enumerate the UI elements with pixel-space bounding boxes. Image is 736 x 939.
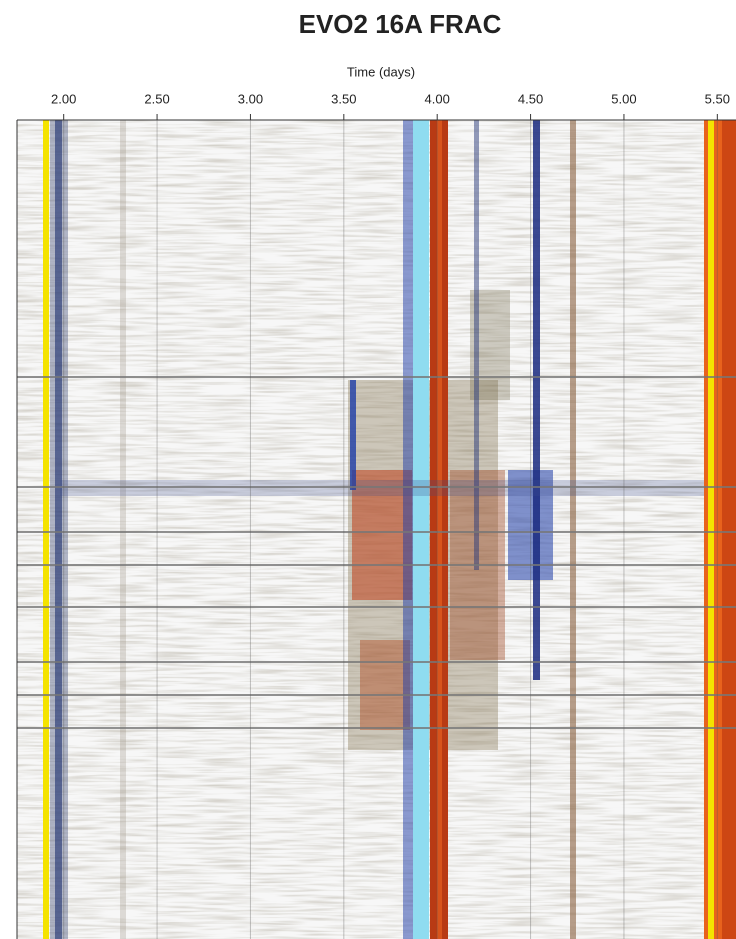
x-tick-label: 2.50 [144,91,169,106]
chart-title: EVO2 16A FRAC [299,9,502,39]
heatmap [17,120,736,939]
x-tick-label: 3.50 [331,91,356,106]
x-axis-label: Time (days) [347,64,415,79]
x-tick-label: 3.00 [238,91,263,106]
x-tick-label: 4.00 [425,91,450,106]
x-tick-label: 5.00 [611,91,636,106]
x-tick-label: 4.50 [518,91,543,106]
x-tick-label: 5.50 [705,91,730,106]
x-tick-label: 2.00 [51,91,76,106]
